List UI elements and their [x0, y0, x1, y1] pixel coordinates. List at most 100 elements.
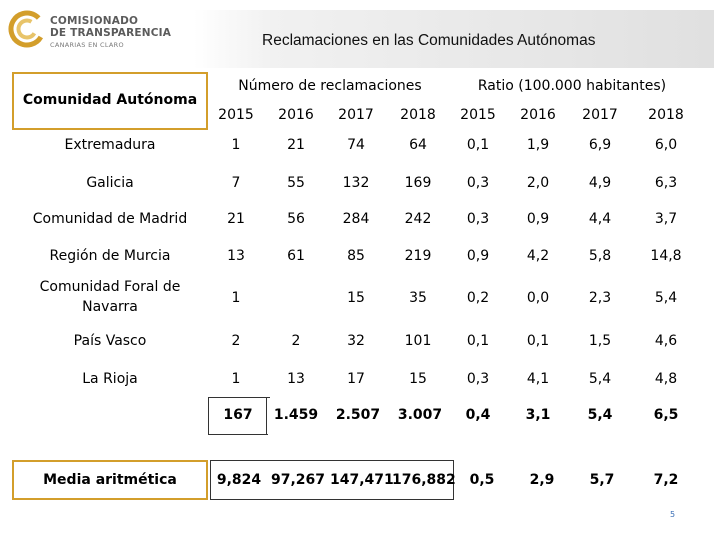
- total-cell: 3.007: [397, 407, 443, 423]
- cell: 242: [404, 211, 432, 227]
- cell: 13: [227, 248, 245, 264]
- mean-cell: 176,882: [392, 472, 456, 488]
- logo-text-line1: COMISIONADO: [50, 15, 139, 27]
- logo-text-line3: CANARIAS EN CLARO: [50, 41, 124, 49]
- cell: 0,3: [466, 211, 490, 227]
- row-region: Comunidad de Madrid: [32, 211, 188, 227]
- mean-cell: 9,824: [216, 472, 262, 488]
- total-cell: 0,4: [465, 407, 491, 423]
- mean-cell: 2,9: [529, 472, 555, 488]
- totals-left-line: [208, 397, 209, 435]
- cell: 101: [404, 333, 432, 349]
- mean-cell: 147,471: [330, 472, 394, 488]
- cell: 74: [347, 137, 365, 153]
- cell: 4,2: [526, 248, 550, 264]
- cell: 55: [287, 175, 305, 191]
- logo: COMISIONADO DE TRANSPARENCIA CANARIAS EN…: [8, 10, 188, 54]
- cell: 0,2: [466, 290, 490, 306]
- cell: 0,3: [466, 175, 490, 191]
- mean-label: Media aritmética: [43, 472, 177, 488]
- cell: 4,8: [654, 371, 678, 387]
- header-year: 2016: [278, 107, 314, 123]
- cell: 5,8: [588, 248, 612, 264]
- header-year: 2015: [460, 107, 496, 123]
- total-cell: 2.507: [335, 407, 381, 423]
- cell: 5,4: [588, 371, 612, 387]
- header-year: 2018: [648, 107, 684, 123]
- cell: 21: [287, 137, 305, 153]
- cell: 0,9: [526, 211, 550, 227]
- mean-cell: 5,7: [589, 472, 615, 488]
- cell: 1,9: [526, 137, 550, 153]
- page-title: Reclamaciones en las Comunidades Autónom…: [262, 32, 596, 49]
- total-cell: 6,5: [653, 407, 679, 423]
- title-banner: Reclamaciones en las Comunidades Autónom…: [194, 10, 714, 68]
- cell: 132: [342, 175, 370, 191]
- cell: 0,1: [466, 333, 490, 349]
- total-cell: 3,1: [525, 407, 551, 423]
- logo-text-line2: DE TRANSPARENCIA: [50, 27, 172, 39]
- header-year: 2017: [338, 107, 374, 123]
- cell: 15: [347, 290, 365, 306]
- total-cell: 1.459: [273, 407, 319, 423]
- header-year: 2015: [218, 107, 254, 123]
- totals-right-line: [266, 397, 267, 435]
- total-cell: 5,4: [587, 407, 613, 423]
- mean-cell: 97,267: [270, 472, 326, 488]
- cell: 6,9: [588, 137, 612, 153]
- cell: 32: [347, 333, 365, 349]
- page-number: 5: [670, 510, 676, 519]
- cell: 0,0: [526, 290, 550, 306]
- cell: 13: [287, 371, 305, 387]
- cell: 219: [404, 248, 432, 264]
- cell: 61: [287, 248, 305, 264]
- cell: 5,4: [654, 290, 678, 306]
- header-group-claims: Número de reclamaciones: [238, 78, 422, 94]
- cell: 4,6: [654, 333, 678, 349]
- cell: 3,7: [654, 211, 678, 227]
- cell: 169: [404, 175, 432, 191]
- row-region: Galicia: [86, 175, 134, 191]
- row-region: País Vasco: [73, 333, 147, 349]
- cell: 14,8: [650, 248, 682, 264]
- cell: 56: [287, 211, 305, 227]
- cell: 6,3: [654, 175, 678, 191]
- row-region: Extremadura: [64, 137, 156, 153]
- cell: 7: [231, 175, 241, 191]
- logo-mark-icon: [8, 10, 46, 48]
- header-year: 2017: [582, 107, 618, 123]
- cell: 64: [409, 137, 427, 153]
- totals-top-line: [208, 397, 270, 398]
- cell: 6,0: [654, 137, 678, 153]
- cell: 0,3: [466, 371, 490, 387]
- mean-cell: 7,2: [653, 472, 679, 488]
- cell: 0,1: [466, 137, 490, 153]
- cell: 35: [409, 290, 427, 306]
- totals-bottom-line: [208, 434, 268, 435]
- row-region: La Rioja: [82, 371, 138, 387]
- cell: 2: [231, 333, 241, 349]
- cell: 85: [347, 248, 365, 264]
- cell: 4,1: [526, 371, 550, 387]
- cell: 0,1: [526, 333, 550, 349]
- cell: 1: [231, 290, 241, 306]
- mean-values-box: [210, 460, 454, 500]
- cell: 1: [231, 137, 241, 153]
- row-region-line1: Comunidad Foral de: [39, 279, 181, 295]
- cell: 21: [227, 211, 245, 227]
- row-region-line2: Navarra: [82, 299, 138, 315]
- cell: 4,9: [588, 175, 612, 191]
- mean-cell: 0,5: [469, 472, 495, 488]
- cell: 0,9: [466, 248, 490, 264]
- header-year: 2018: [400, 107, 436, 123]
- cell: 2,0: [526, 175, 550, 191]
- cell: 1,5: [588, 333, 612, 349]
- cell: 17: [347, 371, 365, 387]
- cell: 284: [342, 211, 370, 227]
- total-cell: 167: [223, 407, 253, 423]
- mean-label-box: [12, 460, 208, 500]
- row-region: Región de Murcia: [49, 248, 171, 264]
- cell: 2: [291, 333, 301, 349]
- header-region: Comunidad Autónoma: [22, 92, 198, 108]
